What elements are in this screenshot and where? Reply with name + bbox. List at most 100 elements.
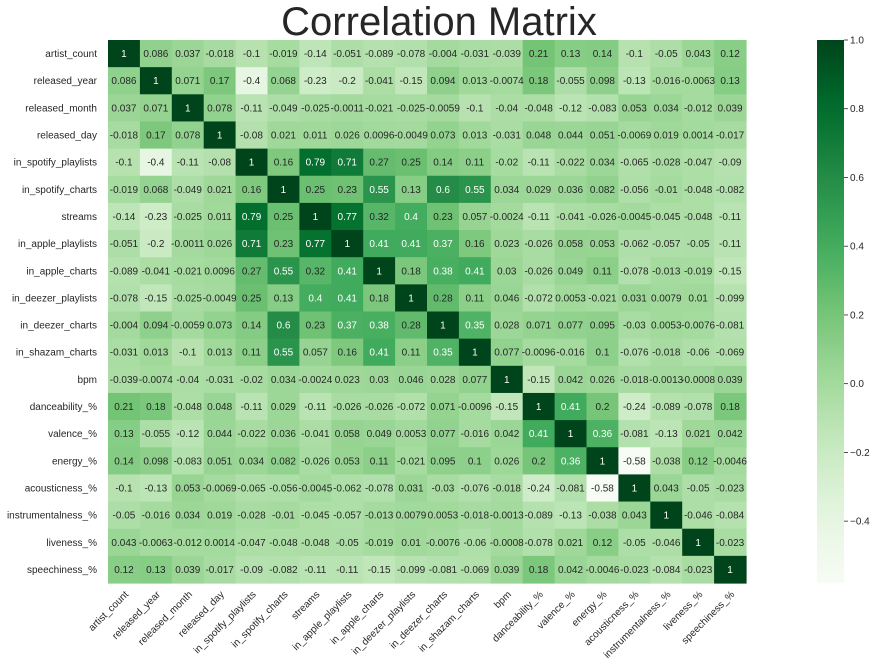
cell-value-label: 0.12: [593, 538, 613, 549]
cell-value-label: 0.057: [462, 212, 487, 223]
heatmap-cell: [171, 67, 205, 95]
cell-value-label: 0.034: [175, 511, 200, 522]
heatmap-cell: [682, 284, 715, 313]
cell-value-label: 0.0096: [364, 131, 395, 142]
cell-value-label: 0.071: [430, 402, 455, 413]
heatmap-cell: [395, 528, 428, 557]
cell-value-label: -0.09: [240, 565, 263, 576]
y-tick-label: danceability_%: [30, 402, 97, 413]
cell-value-label: -0.11: [304, 565, 326, 576]
heatmap-cell: [427, 257, 460, 285]
y-tick-label: in_deezer_charts: [20, 321, 97, 332]
cell-value-label: 0.18: [401, 266, 421, 277]
cell-value-label: 0.41: [338, 293, 358, 304]
heatmap-cell: [299, 148, 332, 177]
cell-value-label: -0.099: [716, 293, 745, 304]
cell-value-label: -0.15: [368, 565, 391, 576]
cell-value-label: -0.15: [527, 375, 550, 386]
cell-value-label: -0.055: [556, 76, 585, 87]
heatmap-cell: [363, 501, 396, 530]
cell-value-label: -0.018: [461, 511, 490, 522]
heatmap-cell: [235, 202, 269, 231]
cell-value-label: 0.034: [271, 375, 296, 386]
cell-value-label: -0.048: [301, 538, 330, 549]
cell-value-label: 0.32: [306, 266, 326, 277]
heatmap-cell: [458, 311, 492, 340]
cell-value-label: -0.072: [524, 293, 553, 304]
cell-value-label: -0.076: [461, 483, 490, 494]
heatmap-cell: [682, 392, 715, 421]
heatmap-cell: [714, 447, 747, 475]
heatmap-cell: [682, 311, 715, 340]
cell-value-label: -0.021: [588, 293, 617, 304]
cell-value-label: -0.0045: [298, 483, 332, 494]
heatmap-cell: [458, 501, 492, 530]
cell-value-label: 0.026: [494, 456, 519, 467]
cell-value-label: -0.072: [397, 402, 426, 413]
cell-value-label: -0.062: [620, 239, 649, 250]
cell-value-label: 0.034: [654, 103, 679, 114]
heatmap-cell: [139, 555, 173, 584]
heatmap-cell: [267, 365, 300, 394]
cell-value-label: 0.011: [208, 212, 233, 223]
heatmap-cell: [458, 284, 492, 313]
heatmap-cell: [586, 67, 619, 95]
heatmap-cell: [586, 40, 619, 68]
heatmap-cell: [650, 40, 683, 68]
cell-value-label: -0.019: [365, 538, 394, 549]
cell-value-label: -0.023: [684, 565, 713, 576]
colorbar-tick-label: 0.8: [850, 104, 864, 115]
cell-value-label: -0.081: [716, 321, 745, 332]
heatmap-cell: [586, 392, 619, 421]
heatmap-cell: [331, 474, 364, 503]
cell-value-label: -0.013: [365, 511, 394, 522]
heatmap-cell: [171, 284, 205, 313]
heatmap-cell: [363, 420, 396, 448]
heatmap-cell: [139, 67, 173, 95]
cell-value-label: -0.0046: [585, 565, 619, 576]
cell-value-label: -0.026: [333, 402, 362, 413]
cell-value-label: -0.01: [655, 185, 678, 196]
cell-value-label: -0.05: [623, 538, 646, 549]
cell-value-label: 0.16: [242, 185, 262, 196]
cell-value-label: -0.048: [524, 103, 553, 114]
heatmap-cell: [586, 230, 619, 258]
heatmap-cell: [522, 338, 556, 367]
heatmap-cell: [171, 365, 205, 394]
heatmap-cell: [682, 501, 715, 530]
heatmap-cell: [714, 257, 747, 285]
cell-value-label: 0.11: [593, 266, 612, 277]
cell-value-label: 0.14: [242, 321, 262, 332]
y-tick-label: artist_count: [45, 49, 97, 60]
heatmap-cell: [427, 40, 460, 68]
cell-value-label: 0.043: [654, 483, 679, 494]
heatmap-cell: [395, 94, 428, 123]
cell-value-label: 0.2: [532, 456, 546, 467]
heatmap-cell: [618, 230, 651, 258]
heatmap-cell: [395, 40, 428, 68]
heatmap-cell: [331, 94, 364, 123]
heatmap-cell: [714, 94, 747, 123]
cell-value-label: -0.0096: [522, 348, 556, 359]
cell-value-label: -0.016: [461, 429, 490, 440]
cell-value-label: -0.02: [240, 375, 263, 386]
cell-value-label: -0.004: [429, 49, 458, 60]
heatmap-cell: [363, 67, 396, 95]
cell-value-label: 0.14: [433, 158, 453, 169]
cell-value-label: -0.023: [716, 483, 745, 494]
heatmap-cell: [714, 175, 747, 204]
heatmap-cell: [586, 447, 619, 475]
cell-value-label: 0.0079: [396, 511, 427, 522]
heatmap-cell: [395, 175, 428, 204]
heatmap-cell: [554, 447, 588, 475]
heatmap-cell: [427, 148, 460, 177]
cell-value-label: 0.0014: [683, 131, 714, 142]
cell-value-label: 0.053: [622, 103, 647, 114]
heatmap-cell: [650, 392, 683, 421]
colorbar-tick-labels: 1.0 0.8 0.6 0.4 0.2 0.0 −0.2 −0.4: [844, 36, 870, 528]
heatmap-cell: [363, 257, 396, 285]
cell-value-label: -0.062: [333, 483, 362, 494]
heatmap-cell: [490, 175, 524, 204]
heatmap-cell: [299, 501, 332, 530]
cell-value-label: -0.11: [241, 103, 263, 114]
